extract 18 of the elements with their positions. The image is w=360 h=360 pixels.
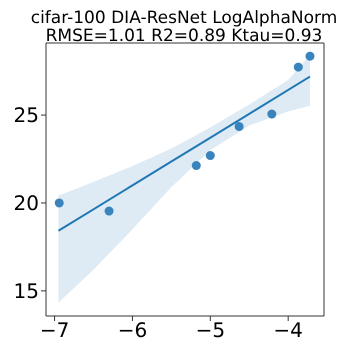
x-tick-label: −6 [118, 318, 148, 342]
x-tick-label: −7 [40, 318, 70, 342]
y-tick-label: 25 [14, 103, 39, 128]
point [234, 122, 244, 132]
chart-subtitle: RMSE=1.01 R2=0.89 Ktau=0.93 [46, 26, 322, 46]
point [206, 151, 215, 160]
chart-title: cifar-100 DIA-ResNet LogAlphaNorm [30, 8, 338, 28]
line-series [57, 76, 311, 232]
point [294, 62, 303, 72]
y-tick-label: 20 [14, 191, 39, 216]
x-tick-label: −4 [273, 318, 303, 342]
point [305, 52, 314, 61]
point [104, 206, 114, 216]
point [192, 161, 201, 170]
x-tick-label: −5 [196, 318, 226, 342]
point [267, 110, 276, 119]
point [54, 198, 64, 208]
y-tick-label: 15 [14, 278, 39, 303]
